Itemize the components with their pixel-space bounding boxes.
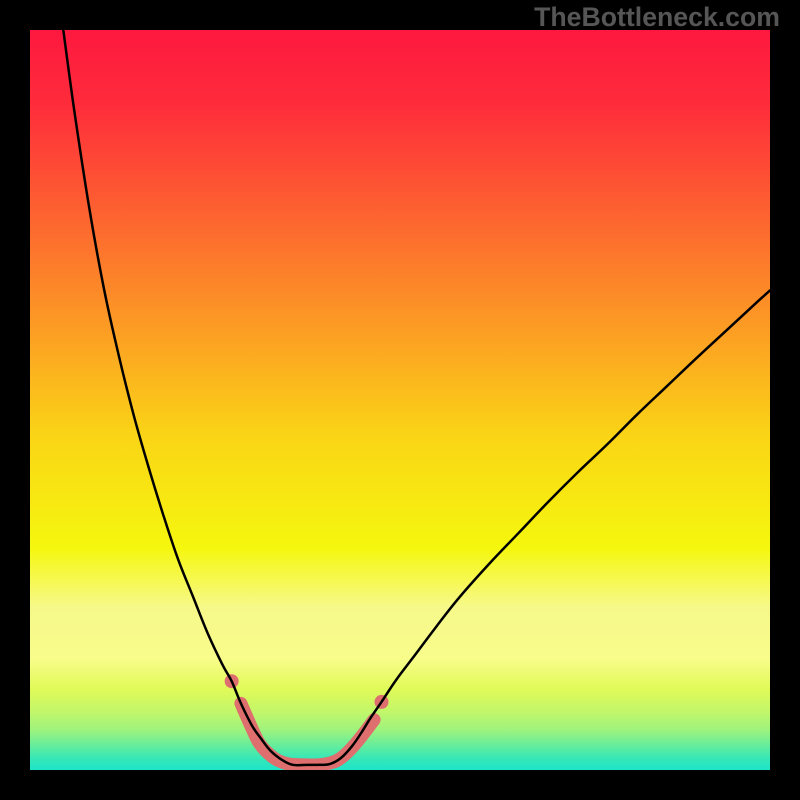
curve-layer bbox=[30, 30, 770, 770]
chart-stage: TheBottleneck.com bbox=[0, 0, 800, 800]
highlight-segment bbox=[241, 703, 374, 765]
plot-area bbox=[30, 30, 770, 770]
bottleneck-curve bbox=[63, 30, 770, 765]
watermark-text: TheBottleneck.com bbox=[534, 2, 780, 33]
